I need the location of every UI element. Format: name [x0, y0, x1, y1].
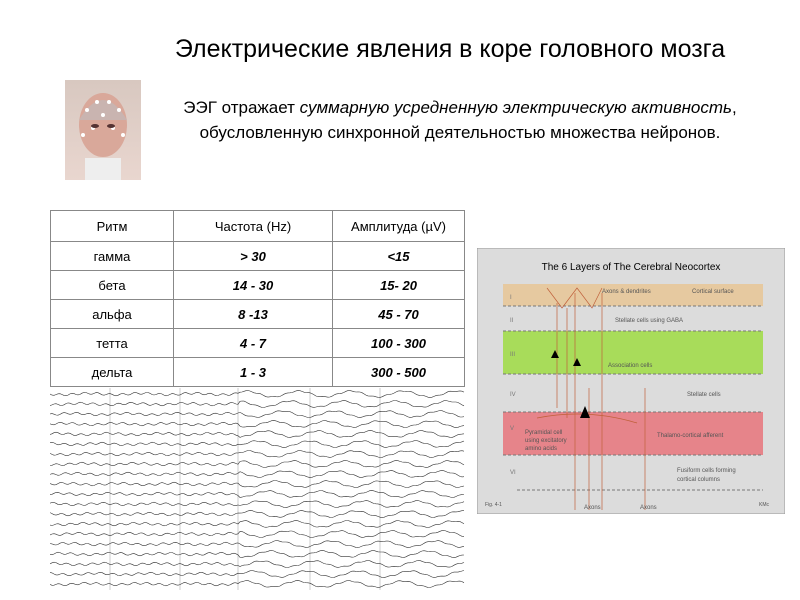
eeg-recording	[50, 388, 465, 590]
eeg-trace	[50, 550, 465, 558]
header-rhythm: Ритм	[50, 210, 174, 242]
label: Stellate cells	[687, 392, 721, 398]
layer-label: III	[510, 352, 515, 358]
header-amplitude: Амплитуда (µV)	[332, 210, 465, 242]
label: Axons & dendrites	[602, 289, 651, 295]
eeg-trace	[50, 400, 465, 408]
header-frequency: Частота (Hz)	[173, 210, 333, 242]
label: Fusiform cells forming	[677, 468, 736, 474]
eeg-trace	[50, 410, 465, 418]
eeg-trace	[50, 440, 465, 448]
eeg-cap-photo	[65, 80, 141, 180]
label: Pyramidal cell	[525, 430, 562, 436]
label: Axons	[584, 505, 601, 511]
table-cell: > 30	[173, 241, 333, 271]
eeg-trace	[50, 520, 465, 528]
rhythm-table: Ритм Частота (Hz) Амплитуда (µV) гамма > 30…	[50, 210, 465, 387]
label: using excitatory	[525, 438, 567, 444]
label: Axons	[640, 505, 657, 511]
layer-label: I	[510, 295, 512, 301]
table-cell: 1 - 3	[173, 357, 333, 387]
eeg-trace	[50, 570, 465, 578]
eeg-trace	[50, 530, 465, 538]
table-cell: 4 - 7	[173, 328, 333, 358]
eeg-trace	[50, 480, 465, 488]
table-cell: 45 - 70	[332, 299, 465, 329]
table-cell: 15- 20	[332, 270, 465, 300]
layer-label: VI	[510, 470, 516, 476]
table-cell: гамма	[50, 241, 174, 271]
label: Cortical surface	[692, 289, 734, 295]
eeg-trace	[50, 490, 465, 498]
eeg-trace	[50, 560, 465, 568]
eeg-trace	[50, 450, 465, 458]
table-cell: тетта	[50, 328, 174, 358]
slide-title: Электрические явления в коре головного м…	[174, 35, 726, 63]
label: Association cells	[608, 363, 652, 369]
neocortex-layers-diagram: The 6 Layers of The Cerebral Neocortex I…	[477, 248, 785, 514]
table-cell: альфа	[50, 299, 174, 329]
table-row: тетта 4 - 7 100 - 300	[50, 328, 465, 358]
eeg-trace	[50, 580, 465, 588]
table-cell: дельта	[50, 357, 174, 387]
table-cell: 300 - 500	[332, 357, 465, 387]
label: Fig. 4-1	[485, 502, 502, 508]
subtitle-part: , обусловленную синхронной деятельностью…	[199, 98, 737, 142]
label: KMc	[759, 502, 770, 508]
eeg-trace	[50, 500, 465, 508]
subtitle-emphasis: суммарную усредненную электрическую акти…	[299, 98, 732, 117]
slide-subtitle: ЭЭГ отражает суммарную усредненную элект…	[160, 95, 760, 145]
layer-label: V	[510, 426, 514, 432]
table-cell: 100 - 300	[332, 328, 465, 358]
subtitle-part: ЭЭГ отражает	[183, 98, 300, 117]
eeg-trace	[50, 420, 465, 428]
label: Thalamo-cortical afferent	[657, 433, 724, 439]
label: Stellate cells using GABA	[615, 318, 683, 324]
eeg-trace	[50, 470, 465, 478]
eeg-trace	[50, 510, 464, 518]
table-cell: 8 -13	[173, 299, 333, 329]
layer-label: II	[510, 318, 514, 324]
eeg-trace	[50, 430, 465, 438]
table-row: бета 14 - 30 15- 20	[50, 270, 465, 300]
eeg-trace	[50, 540, 465, 548]
eeg-trace	[50, 460, 465, 468]
table-cell: 14 - 30	[173, 270, 333, 300]
label: amino acids	[525, 446, 557, 452]
layer-label: IV	[510, 392, 516, 398]
table-cell: <15	[332, 241, 465, 271]
table-row: дельта 1 - 3 300 - 500	[50, 357, 465, 387]
diagram-title: The 6 Layers of The Cerebral Neocortex	[542, 262, 721, 273]
label: cortical columns	[677, 477, 720, 483]
table-row: альфа 8 -13 45 - 70	[50, 299, 465, 329]
eeg-trace	[50, 390, 465, 398]
table-cell: бета	[50, 270, 174, 300]
table-row: гамма > 30 <15	[50, 241, 465, 271]
